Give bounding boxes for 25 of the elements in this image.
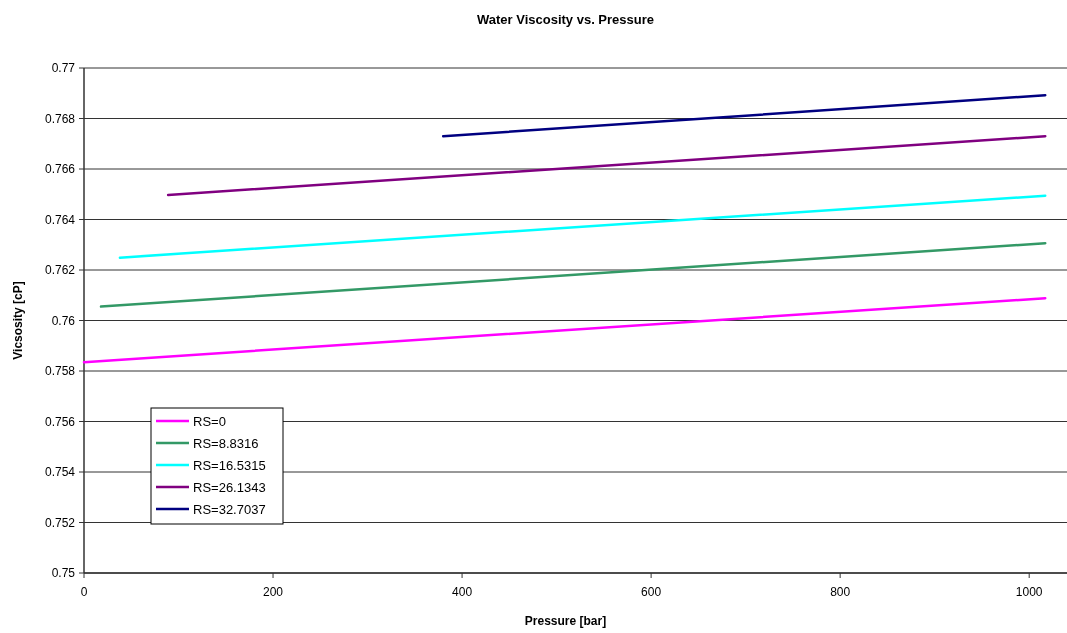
y-axis-title: Vicsosity [cP] [11, 281, 25, 360]
y-tick-label: 0.758 [44, 364, 76, 378]
y-tick-label: 0.754 [44, 465, 76, 479]
x-tick-label: 1000 [1015, 585, 1043, 599]
y-tick-label: 0.76 [51, 313, 76, 328]
legend-label: RS=8.8316 [193, 436, 259, 451]
y-tick-label: 0.75 [51, 566, 76, 580]
y-tick-label: 0.762 [44, 263, 76, 277]
x-tick-label: 200 [263, 585, 284, 599]
x-axis-title: Pressure [bar] [524, 614, 607, 628]
x-tick-label: 400 [452, 585, 473, 599]
legend-label: RS=32.7037 [193, 502, 266, 517]
y-tick-label: 0.764 [44, 212, 76, 227]
y-tick-label: 0.77 [51, 61, 76, 75]
y-tick-label: 0.752 [44, 515, 76, 530]
y-tick-label: 0.768 [44, 111, 76, 126]
legend-label: RS=16.5315 [193, 458, 266, 473]
y-tick-label: 0.766 [44, 162, 76, 176]
chart-title: Water Viscosity vs. Pressure [476, 12, 655, 27]
legend-label: RS=26.1343 [193, 480, 266, 495]
x-tick-label: 600 [641, 585, 662, 599]
x-tick-label: 800 [830, 585, 851, 599]
y-tick-label: 0.756 [44, 414, 76, 429]
x-tick-label: 0 [80, 585, 88, 599]
legend-label: RS=0 [193, 414, 226, 429]
